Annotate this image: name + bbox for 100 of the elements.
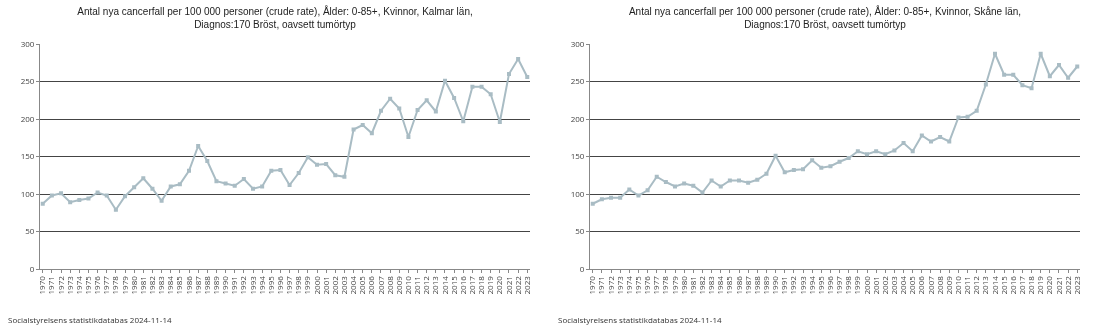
point: [287, 183, 292, 187]
x-tick-label: 2016: [1006, 275, 1018, 295]
point: [828, 164, 833, 169]
x-tick-label: 1986: [732, 275, 744, 295]
point: [773, 153, 778, 158]
x-tick-label: 1975: [632, 275, 644, 295]
x-tick-label: 1999: [301, 275, 313, 295]
point: [150, 186, 155, 191]
point: [709, 178, 714, 183]
point: [132, 185, 137, 190]
x-tick-label: 1975: [82, 275, 94, 295]
x-tick-label: 1970: [36, 275, 48, 295]
point: [618, 195, 623, 200]
point: [718, 184, 723, 189]
x-tick-label: 1973: [63, 275, 75, 295]
point: [388, 96, 393, 101]
point: [846, 156, 851, 160]
x-tick-label: 2005: [356, 275, 368, 295]
point: [947, 139, 952, 144]
point: [378, 108, 383, 113]
x-tick-label: 1993: [246, 275, 258, 295]
point: [433, 109, 438, 114]
point: [883, 152, 888, 157]
point: [333, 173, 338, 178]
point: [737, 178, 742, 183]
x-tick-label: 1971: [595, 276, 607, 295]
point: [819, 165, 824, 170]
point: [928, 139, 933, 144]
x-tick-label: 2009: [942, 275, 954, 295]
point: [369, 131, 374, 136]
x-tick-label: 2007: [374, 275, 386, 295]
point: [223, 181, 228, 186]
y-tick-label: 50: [25, 225, 35, 237]
x-tick-label: 1991: [778, 276, 790, 295]
x-tick-label: 1973: [613, 275, 625, 295]
x-tick-label: 2023: [1070, 275, 1082, 295]
x-tick-label: 1989: [760, 275, 772, 295]
x-tick-label: 2020: [493, 275, 505, 295]
point: [406, 135, 411, 139]
point: [636, 193, 641, 198]
point: [415, 108, 420, 112]
y-tick-label: 0: [579, 262, 585, 274]
x-tick-label: 1997: [833, 275, 845, 295]
x-tick-label: 2010: [952, 275, 964, 295]
x-tick-label: 1982: [146, 275, 158, 295]
x-tick-label: 2016: [456, 275, 468, 295]
x-tick-label: 1977: [100, 275, 112, 295]
point: [232, 183, 237, 188]
x-tick-label: 2022: [511, 275, 523, 295]
y-tick-label: 150: [20, 150, 35, 162]
point: [956, 115, 961, 120]
x-tick-label: 2000: [860, 275, 872, 295]
x-tick-label: 1986: [182, 275, 194, 295]
x-tick-label: 1971: [45, 276, 57, 295]
x-tick-label: 1984: [164, 275, 176, 295]
point: [855, 149, 860, 154]
point: [324, 162, 329, 166]
point: [654, 174, 659, 179]
x-tick-label: 2015: [447, 275, 459, 295]
point: [141, 176, 146, 181]
point: [599, 197, 604, 202]
point: [488, 92, 493, 97]
y-tick-label: 150: [570, 150, 585, 162]
x-tick-label: 1997: [283, 275, 295, 295]
x-tick-label: 2005: [906, 275, 918, 295]
x-tick-label: 2014: [438, 275, 450, 295]
x-tick-label: 1980: [677, 275, 689, 295]
x-tick-label: 1991: [228, 276, 240, 295]
point: [123, 194, 128, 199]
x-tick-label: 2001: [869, 276, 881, 295]
point: [810, 158, 815, 163]
text: Socialstyrelsens statistikdatabas 2024-11-14: [558, 314, 722, 325]
x-tick-label: 1990: [219, 275, 231, 295]
x-tick-label: 1988: [200, 275, 212, 295]
x-tick-label: 2007: [924, 275, 936, 295]
x-tick-label: 1996: [824, 275, 836, 295]
x-tick-label: 1996: [274, 275, 286, 295]
x-tick-label: 2023: [520, 275, 532, 295]
x-tick-label: 2018: [475, 275, 487, 295]
y-tick-label: 50: [575, 225, 585, 237]
x-tick-label: 1979: [118, 275, 130, 295]
x-tick-label: 1983: [155, 275, 167, 295]
point: [159, 198, 164, 203]
point: [590, 201, 595, 206]
point: [506, 72, 511, 76]
point: [260, 184, 265, 189]
x-tick-label: 1992: [787, 275, 799, 295]
x-tick-label: 2003: [888, 275, 900, 295]
x-tick-label: 1985: [173, 275, 185, 295]
point: [627, 187, 632, 192]
chart-title: Antal nya cancerfall per 100 000 personer (crude rate), Ålder: 0-85+, Kvinnor, Kalmar län, Diagnos:170 Bröst, oavsett tumörtyp: [77, 4, 473, 30]
point: [992, 51, 997, 56]
x-tick-label: 1993: [796, 275, 808, 295]
x-tick-label: 2013: [429, 275, 441, 295]
x-tick-label: 2002: [328, 275, 340, 295]
y-tick-label: 250: [20, 75, 35, 87]
point: [764, 171, 769, 176]
text: Socialstyrelsens statistikdatabas 2024-11-14: [8, 314, 172, 325]
point: [315, 162, 319, 167]
x-tick-label: 2020: [1043, 275, 1055, 295]
